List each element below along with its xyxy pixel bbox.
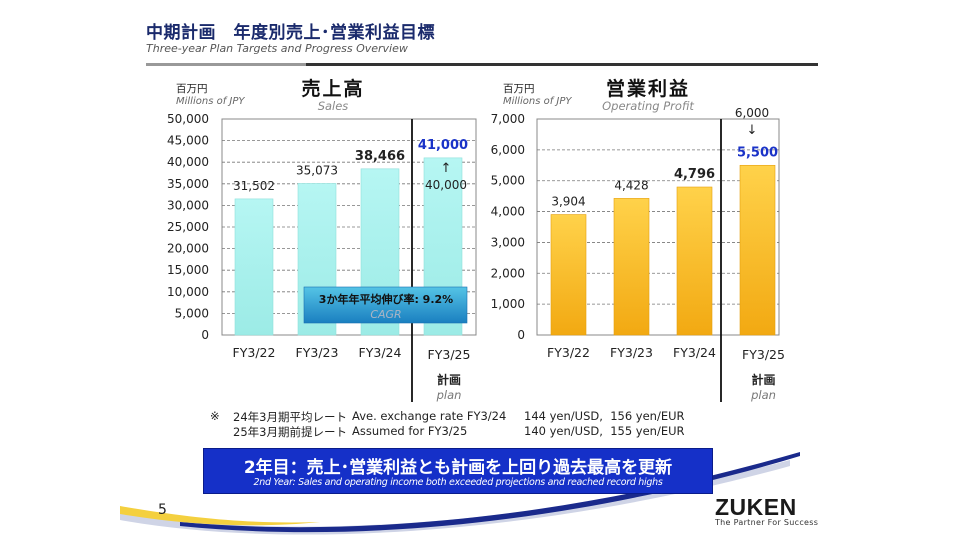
- x-tick-label: FY3/22: [547, 345, 590, 360]
- logo-tagline: The Partner For Success: [715, 518, 819, 527]
- x-tick-label: FY3/25: [428, 347, 471, 362]
- y-tick-label: 5,000: [491, 174, 525, 188]
- y-tick-label: 45,000: [167, 134, 209, 148]
- y-tick-label: 20,000: [167, 242, 209, 256]
- bar-FY3/22: [234, 198, 274, 336]
- y-tick-label: 25,000: [167, 220, 209, 234]
- note-line1-en: Ave. exchange rate FY3/24: [352, 409, 507, 423]
- data-label: 5,500: [737, 145, 778, 160]
- plan-change-arrow: ↑: [441, 161, 452, 176]
- y-tick-label: 50,000: [167, 112, 209, 126]
- x-tick-label: FY3/23: [296, 345, 339, 360]
- y-tick-label: 3,000: [491, 235, 525, 249]
- y-tick-label: 40,000: [167, 155, 209, 169]
- y-tick-label: 15,000: [167, 263, 209, 277]
- summary-banner: 2年目：売上･営業利益とも計画を上回り過去最高を更新 2nd Year: Sal…: [203, 448, 713, 494]
- y-tick-label: 2,000: [491, 266, 525, 280]
- y-tick-label: 10,000: [167, 285, 209, 299]
- plan-label-en: plan: [750, 388, 776, 402]
- y-tick-label: 6,000: [491, 143, 525, 157]
- page-number: 5: [158, 502, 167, 518]
- cagr-label: 3か年年平均伸び率: 9.2%: [319, 292, 453, 306]
- x-tick-label: FY3/23: [610, 345, 653, 360]
- page-subtitle: Three-year Plan Targets and Progress Ove…: [146, 42, 408, 55]
- plan-label: 計画: [437, 372, 461, 387]
- previous-plan-value: 40,000: [425, 178, 467, 192]
- note-line2-en: Assumed for FY3/25: [352, 424, 468, 438]
- title-rule: [146, 63, 818, 66]
- bar-FY3/24: [676, 186, 713, 336]
- cagr-label-en: CAGR: [370, 308, 401, 321]
- banner-sub-text: 2nd Year: Sales and operating income bot…: [253, 477, 663, 488]
- x-tick-label: FY3/25: [742, 347, 785, 362]
- data-label: 4,428: [614, 178, 648, 192]
- data-label: 3,904: [551, 195, 585, 209]
- y-tick-label: 4,000: [491, 205, 525, 219]
- chart-title: 売上高: [301, 77, 364, 100]
- data-label: 31,502: [233, 179, 275, 193]
- bar-FY3/22: [550, 214, 587, 336]
- x-tick-label: FY3/22: [233, 345, 276, 360]
- plan-change-arrow: ↓: [747, 123, 758, 138]
- data-label: 41,000: [418, 138, 468, 153]
- x-tick-label: FY3/24: [673, 345, 716, 360]
- y-tick-label: 0: [201, 328, 209, 342]
- y-tick-label: 35,000: [167, 177, 209, 191]
- unit-label-en: Millions of JPY: [176, 96, 245, 107]
- cagr-box: [303, 286, 468, 324]
- y-tick-label: 5,000: [175, 306, 209, 320]
- chart-title-en: Operating Profit: [602, 99, 694, 113]
- unit-label-en: Millions of JPY: [503, 96, 572, 107]
- note-line2-rate: 140 yen/USD, 155 yen/EUR: [524, 424, 685, 438]
- chart-title: 営業利益: [606, 77, 690, 100]
- unit-label: 百万円: [176, 83, 208, 95]
- bar-FY3/25: [739, 164, 776, 336]
- note-line1-rate: 144 yen/USD, 156 yen/EUR: [524, 409, 685, 423]
- zuken-logo: ZUKEN: [715, 494, 797, 520]
- y-tick-label: 1,000: [491, 297, 525, 311]
- plan-label-en: plan: [436, 388, 462, 402]
- note-mark: ※: [210, 409, 220, 423]
- x-tick-label: FY3/24: [359, 345, 402, 360]
- data-label: 35,073: [296, 163, 338, 177]
- data-label: 38,466: [355, 149, 405, 164]
- page-title: 中期計画 年度別売上･営業利益目標: [146, 23, 435, 43]
- y-tick-label: 7,000: [491, 112, 525, 126]
- plan-label: 計画: [751, 372, 775, 387]
- banner-main-text: 2年目：売上･営業利益とも計画を上回り過去最高を更新: [243, 458, 673, 478]
- unit-label: 百万円: [503, 83, 535, 95]
- data-label: 4,796: [674, 167, 715, 182]
- note-line1-label: 24年3月期平均レート: [233, 410, 347, 424]
- y-tick-label: 30,000: [167, 198, 209, 212]
- y-tick-label: 0: [517, 328, 525, 342]
- previous-plan-value: 6,000: [735, 106, 769, 120]
- bar-FY3/23: [613, 198, 650, 336]
- note-line2-label: 25年3月期前提レート: [233, 425, 347, 439]
- chart-title-en: Sales: [318, 99, 349, 113]
